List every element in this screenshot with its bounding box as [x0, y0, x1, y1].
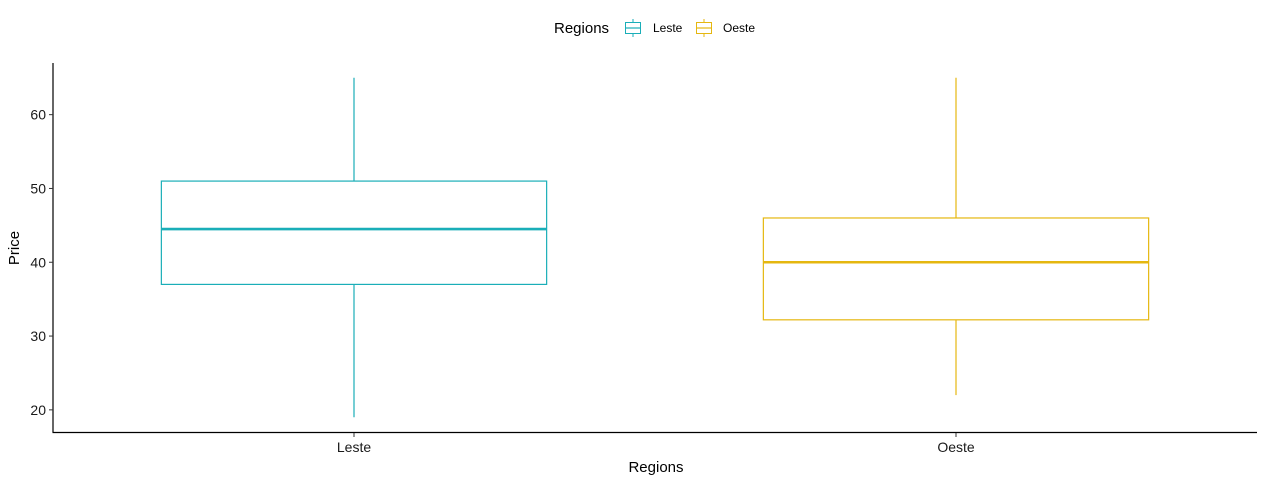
- legend-label-oeste: Oeste: [723, 21, 755, 35]
- y-tick-label: 30: [30, 328, 46, 344]
- box-oeste: [762, 77, 1150, 396]
- x-tick-label: Leste: [337, 439, 371, 455]
- iqr-box-leste: [160, 180, 548, 286]
- legend: Regions Leste Oeste: [554, 19, 755, 37]
- x-tick-label: Oeste: [937, 439, 975, 455]
- y-axis-title: Price: [6, 231, 23, 265]
- box-leste: [160, 77, 548, 418]
- y-tick-label: 40: [30, 254, 46, 270]
- y-tick-label: 60: [30, 107, 46, 123]
- legend-item-oeste: Oeste: [696, 19, 755, 37]
- y-tick-label: 20: [30, 402, 46, 418]
- boxes: [160, 77, 1150, 418]
- x-axis-title: Regions: [628, 459, 683, 476]
- legend-label-leste: Leste: [653, 21, 683, 35]
- legend-title: Regions: [554, 20, 609, 37]
- iqr-box-oeste: [762, 217, 1150, 321]
- y-axis-ticks: 20 30 40 50 60: [30, 107, 53, 418]
- y-tick-label: 50: [30, 180, 46, 196]
- legend-item-leste: Leste: [625, 19, 683, 37]
- x-axis-ticks: Leste Oeste: [337, 433, 975, 455]
